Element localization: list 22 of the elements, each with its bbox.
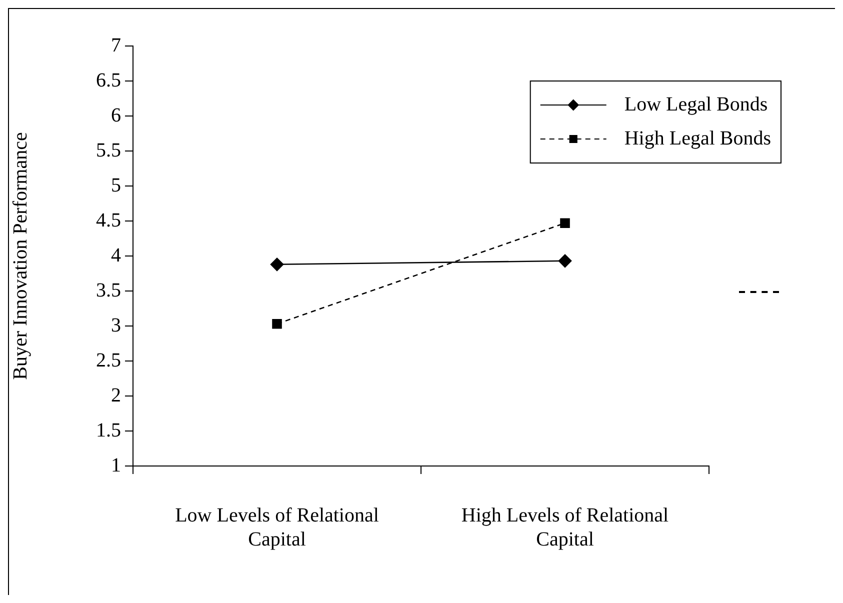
point [560, 218, 570, 228]
point [270, 258, 284, 272]
x-tick-label: Low Levels of Relational Capital [175, 504, 380, 550]
legend-label: High Legal Bonds [624, 127, 772, 150]
y-tick-label: 4 [111, 244, 121, 266]
y-tick-label: 6.5 [96, 69, 121, 92]
y-tick-label: 4.5 [96, 209, 121, 232]
y-tick-label: 2 [111, 384, 121, 406]
x-tick-label: High Levels of Relational Capital [461, 504, 670, 550]
y-tick-label: 7 [111, 34, 121, 56]
y-tick-label: 6 [111, 104, 121, 126]
y-tick-label: 3.5 [96, 279, 121, 302]
y-tick-label: 5.5 [96, 139, 121, 162]
y-axis-title: Buyer Innovation Performance [9, 132, 32, 380]
y-tick-label: 3 [111, 314, 121, 336]
y-tick-label: 2.5 [96, 349, 121, 372]
y-tick-label: 5 [111, 174, 121, 196]
point [272, 319, 282, 329]
y-tick-label: 1 [111, 454, 121, 476]
point [558, 254, 572, 268]
legend-label: Low Legal Bonds [624, 93, 768, 116]
y-tick-label: 1.5 [96, 419, 121, 442]
